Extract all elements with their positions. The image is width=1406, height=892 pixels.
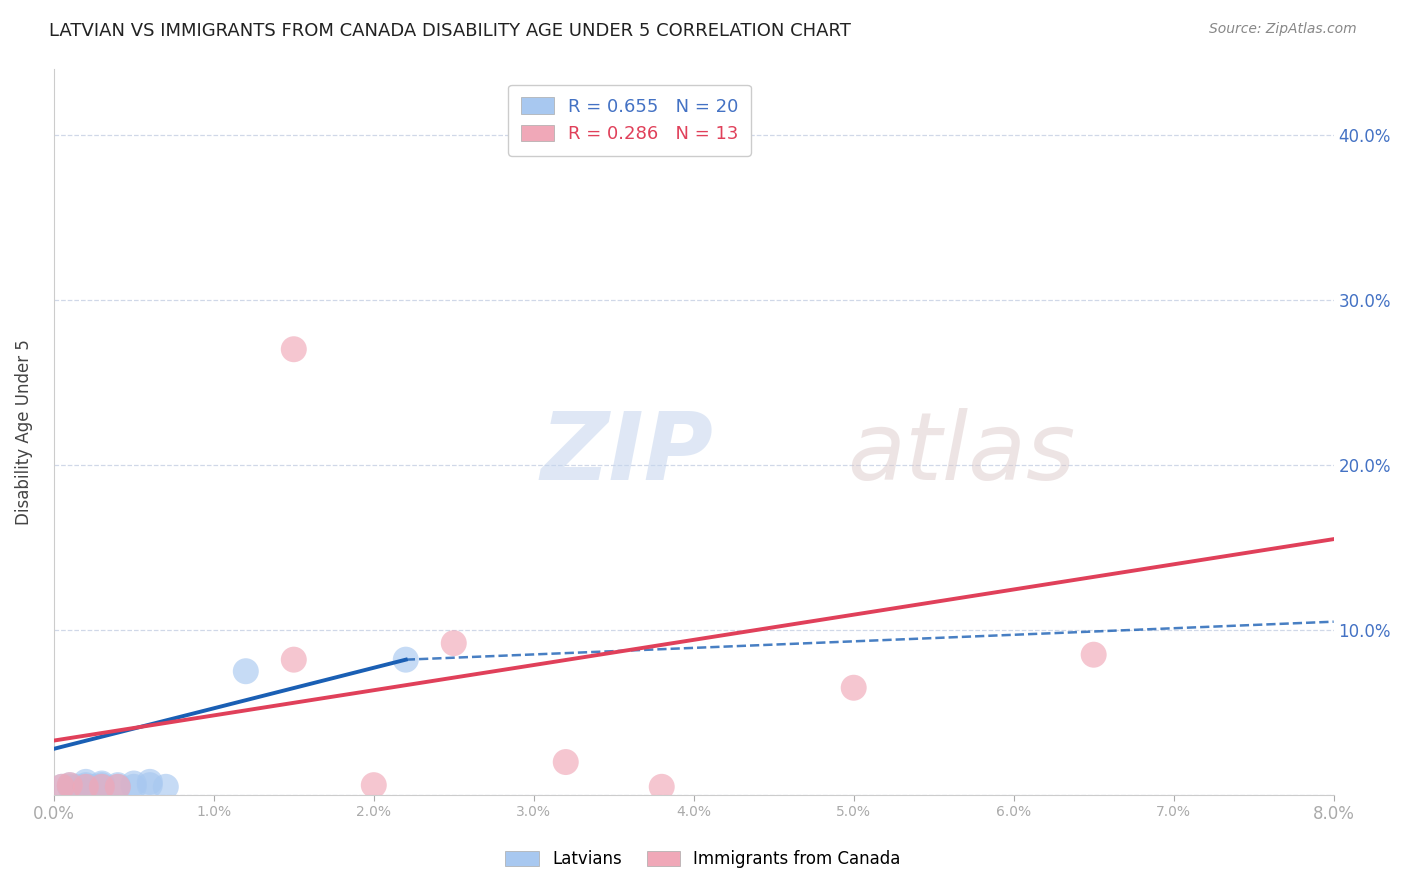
Y-axis label: Disability Age Under 5: Disability Age Under 5 <box>15 339 32 524</box>
Point <box>139 775 162 789</box>
Text: Source: ZipAtlas.com: Source: ZipAtlas.com <box>1209 22 1357 37</box>
Point <box>554 755 576 769</box>
Point <box>155 780 177 794</box>
Point <box>90 780 112 794</box>
Point <box>83 780 105 794</box>
Point <box>51 780 73 794</box>
Point <box>842 681 865 695</box>
Point <box>75 780 97 794</box>
Point <box>122 780 145 794</box>
Point <box>59 780 82 794</box>
Point <box>75 775 97 789</box>
Point <box>395 653 418 667</box>
Point <box>75 780 97 794</box>
Text: ZIP: ZIP <box>540 408 713 500</box>
Point <box>443 636 465 650</box>
Point <box>90 780 112 794</box>
Text: atlas: atlas <box>848 408 1076 500</box>
Legend: Latvians, Immigrants from Canada: Latvians, Immigrants from Canada <box>499 844 907 875</box>
Point <box>651 780 673 794</box>
Point <box>51 780 73 794</box>
Point <box>66 780 89 794</box>
Point <box>107 778 129 792</box>
Point <box>107 780 129 794</box>
Legend: R = 0.655   N = 20, R = 0.286   N = 13: R = 0.655 N = 20, R = 0.286 N = 13 <box>509 85 751 155</box>
Point <box>75 778 97 792</box>
Point <box>90 778 112 792</box>
Point <box>1083 648 1105 662</box>
Point <box>122 776 145 790</box>
Point <box>363 778 385 792</box>
Point <box>59 778 82 792</box>
Point <box>139 778 162 792</box>
Point <box>90 776 112 790</box>
Point <box>235 664 257 678</box>
Text: LATVIAN VS IMMIGRANTS FROM CANADA DISABILITY AGE UNDER 5 CORRELATION CHART: LATVIAN VS IMMIGRANTS FROM CANADA DISABI… <box>49 22 851 40</box>
Point <box>283 343 305 357</box>
Point <box>59 778 82 792</box>
Point <box>107 780 129 794</box>
Point <box>283 653 305 667</box>
